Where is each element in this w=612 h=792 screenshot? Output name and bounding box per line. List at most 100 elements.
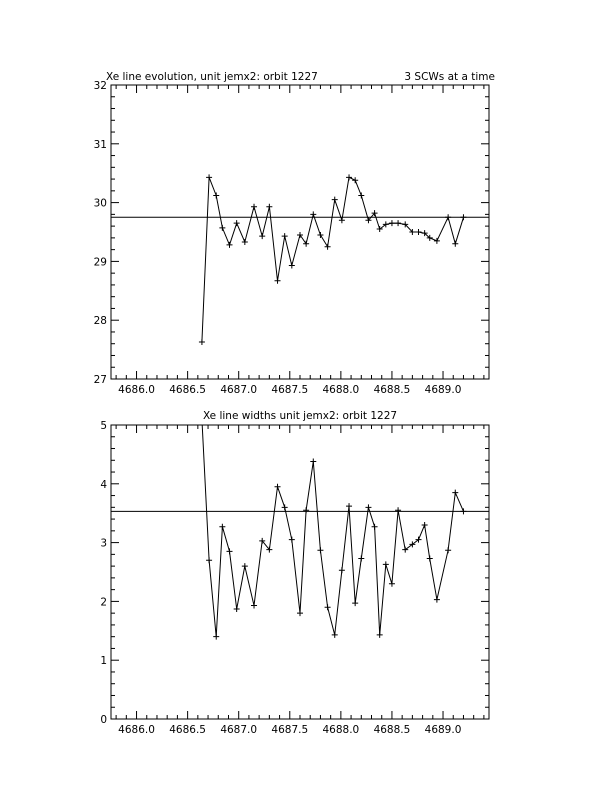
y-tick-label: 29 xyxy=(94,256,107,268)
evolution-tick-labels: 4686.0 4686.5 4687.0 4687.5 4688.0 4688.5 4689… xyxy=(94,80,462,396)
widths-data-point xyxy=(460,508,467,515)
evolution-ticks xyxy=(111,84,489,380)
evolution-data-point xyxy=(421,230,428,237)
widths-data-point xyxy=(433,596,440,603)
evolution-data-point xyxy=(317,231,324,238)
x-tick-label: 4688.0 xyxy=(322,384,359,396)
widths-data-point xyxy=(251,602,258,609)
x-tick-label: 4688.5 xyxy=(374,384,411,396)
y-tick-label: 5 xyxy=(100,420,107,432)
widths-data-point xyxy=(317,547,324,554)
widths-data-point xyxy=(219,523,226,530)
widths-data-point xyxy=(338,567,345,574)
evolution-data-point xyxy=(409,229,416,235)
evolution-data-point xyxy=(288,262,295,269)
evolution-data-point xyxy=(433,237,440,244)
evolution-data-point xyxy=(274,277,281,284)
x-tick-label: 4689.0 xyxy=(425,384,462,396)
widths-data-point xyxy=(281,504,288,511)
y-tick-label: 4 xyxy=(100,479,107,491)
evolution-data-point xyxy=(338,217,345,224)
widths-panel: Xe line widths unit jemx2: orbit 1227 46… xyxy=(100,410,490,736)
x-tick-label: 4688.0 xyxy=(322,724,359,736)
evolution-data-point xyxy=(259,233,266,240)
evolution-data-point xyxy=(226,241,233,248)
x-tick-label: 4687.5 xyxy=(271,384,308,396)
x-tick-label: 4686.0 xyxy=(118,724,155,736)
x-tick-label: 4687.5 xyxy=(271,724,308,736)
y-tick-label: 1 xyxy=(100,655,107,667)
widths-data-point xyxy=(297,610,303,617)
x-tick-label: 4687.0 xyxy=(220,724,257,736)
widths-data-point xyxy=(402,546,409,553)
evolution-data-point xyxy=(388,220,395,227)
widths-data-point xyxy=(376,631,383,638)
widths-data-point xyxy=(324,604,331,611)
evolution-data-point xyxy=(371,210,378,217)
widths-data-point xyxy=(409,541,416,548)
widths-title: Xe line widths unit jemx2: orbit 1227 xyxy=(203,410,397,422)
widths-data-point xyxy=(382,561,389,568)
evolution-data-point xyxy=(213,192,220,199)
evolution-data-point xyxy=(233,220,240,227)
evolution-data-point xyxy=(346,174,353,181)
widths-data-point xyxy=(233,606,240,613)
widths-data-point xyxy=(288,536,295,543)
evolution-data-point xyxy=(452,240,459,247)
evolution-data-point xyxy=(198,338,205,345)
evolution-annotation: 3 SCWs at a time xyxy=(404,71,495,83)
widths-data-point xyxy=(365,504,372,511)
widths-data-point xyxy=(303,507,310,514)
x-tick-label: 4688.5 xyxy=(374,724,411,736)
widths-series xyxy=(201,425,467,640)
evolution-data-point xyxy=(445,214,452,221)
y-tick-label: 31 xyxy=(94,139,107,151)
y-tick-label: 28 xyxy=(94,315,107,327)
widths-data-point xyxy=(388,580,395,587)
y-tick-label: 30 xyxy=(94,198,107,210)
widths-data-point xyxy=(331,631,338,638)
x-tick-label: 4687.0 xyxy=(220,384,257,396)
evolution-data-point xyxy=(365,217,372,224)
widths-series-line xyxy=(201,425,464,637)
evolution-data-point xyxy=(426,234,433,241)
y-tick-label: 27 xyxy=(94,374,107,386)
evolution-data-point xyxy=(219,224,226,231)
evolution-data-point xyxy=(310,211,317,218)
widths-data-point xyxy=(395,507,402,514)
widths-data-point xyxy=(371,523,378,530)
widths-data-point xyxy=(213,633,220,640)
y-tick-label: 3 xyxy=(100,538,107,550)
widths-data-point xyxy=(358,555,365,562)
evolution-data-point xyxy=(266,203,273,210)
widths-data-point xyxy=(445,547,452,554)
evolution-data-point xyxy=(297,231,303,238)
widths-data-point xyxy=(352,600,359,607)
widths-data-point xyxy=(452,489,459,496)
evolution-series xyxy=(198,174,467,345)
evolution-data-point xyxy=(358,192,365,199)
y-tick-label: 0 xyxy=(100,714,107,726)
evolution-data-point xyxy=(395,220,402,227)
widths-data-point xyxy=(206,557,213,564)
evolution-data-point xyxy=(415,229,422,235)
evolution-data-point xyxy=(251,203,258,210)
evolution-data-point xyxy=(382,221,389,228)
widths-data-point xyxy=(241,563,248,570)
widths-data-point xyxy=(259,537,266,544)
widths-data-point xyxy=(310,458,317,465)
x-tick-label: 4686.5 xyxy=(169,724,206,736)
widths-data-point xyxy=(274,483,281,490)
widths-ticks xyxy=(111,424,489,720)
widths-data-point xyxy=(426,555,433,562)
evolution-data-point xyxy=(331,196,338,203)
widths-tick-labels: 4686.0 4686.5 4687.0 4687.5 4688.0 4688.5 4689… xyxy=(100,420,461,736)
widths-data-point xyxy=(415,536,422,543)
evolution-series-line xyxy=(201,176,464,343)
evolution-data-point xyxy=(460,214,467,221)
evolution-data-point xyxy=(303,240,310,247)
evolution-data-point xyxy=(241,238,248,245)
y-tick-label: 2 xyxy=(100,596,107,608)
evolution-data-point xyxy=(376,226,383,233)
